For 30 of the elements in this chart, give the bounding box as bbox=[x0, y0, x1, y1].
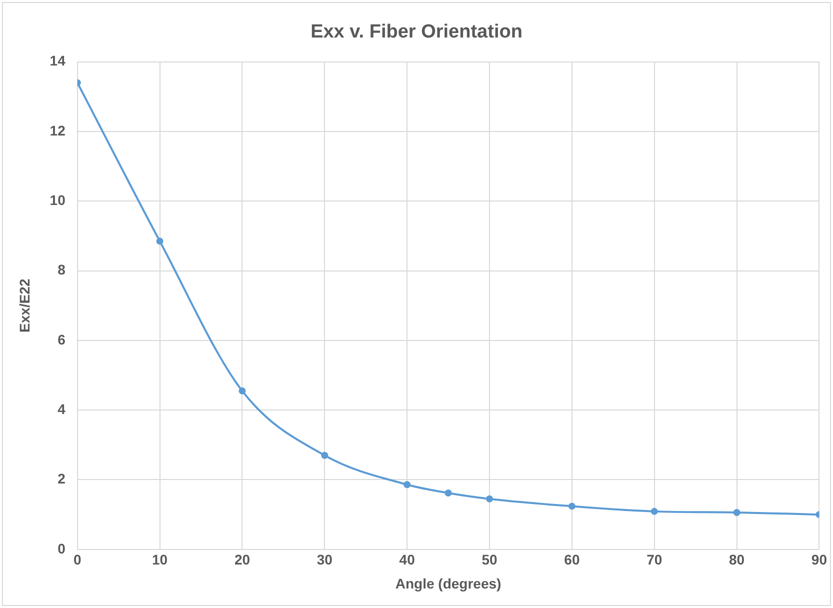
y-tick-label: 2 bbox=[58, 470, 66, 487]
point bbox=[321, 452, 328, 459]
y-axis-title: Exx/E22 bbox=[16, 278, 32, 332]
y-tick-label: 4 bbox=[58, 400, 66, 417]
y-tick-label: 10 bbox=[50, 192, 66, 208]
x-tick-label: 10 bbox=[152, 552, 168, 568]
x-tick-label: 70 bbox=[646, 552, 662, 568]
x-tick-label: 40 bbox=[399, 552, 416, 568]
point bbox=[733, 508, 740, 516]
y-tick-label: 0 bbox=[58, 540, 66, 556]
point bbox=[404, 481, 411, 488]
x-tick-label: 20 bbox=[234, 552, 250, 568]
x-axis-title: Angle (degrees) bbox=[395, 575, 502, 592]
y-tick-label: 12 bbox=[50, 122, 66, 138]
y-tick-label: 6 bbox=[58, 331, 66, 348]
point bbox=[156, 238, 164, 245]
point bbox=[238, 387, 246, 394]
x-tick-label: 60 bbox=[564, 552, 580, 568]
point bbox=[486, 495, 494, 502]
x-tick-label: 50 bbox=[482, 552, 498, 568]
y-tick-label: 14 bbox=[50, 52, 66, 69]
y-tick-label: 8 bbox=[58, 262, 66, 278]
x-tick-label: 80 bbox=[729, 552, 745, 568]
point bbox=[568, 502, 576, 510]
point bbox=[444, 489, 452, 496]
x-tick-label: 90 bbox=[811, 552, 828, 568]
point bbox=[650, 508, 658, 515]
chart-title: Exx v. Fiber Orientation bbox=[310, 22, 522, 43]
x-tick-label: 0 bbox=[73, 552, 82, 568]
x-tick-label: 30 bbox=[316, 552, 333, 568]
